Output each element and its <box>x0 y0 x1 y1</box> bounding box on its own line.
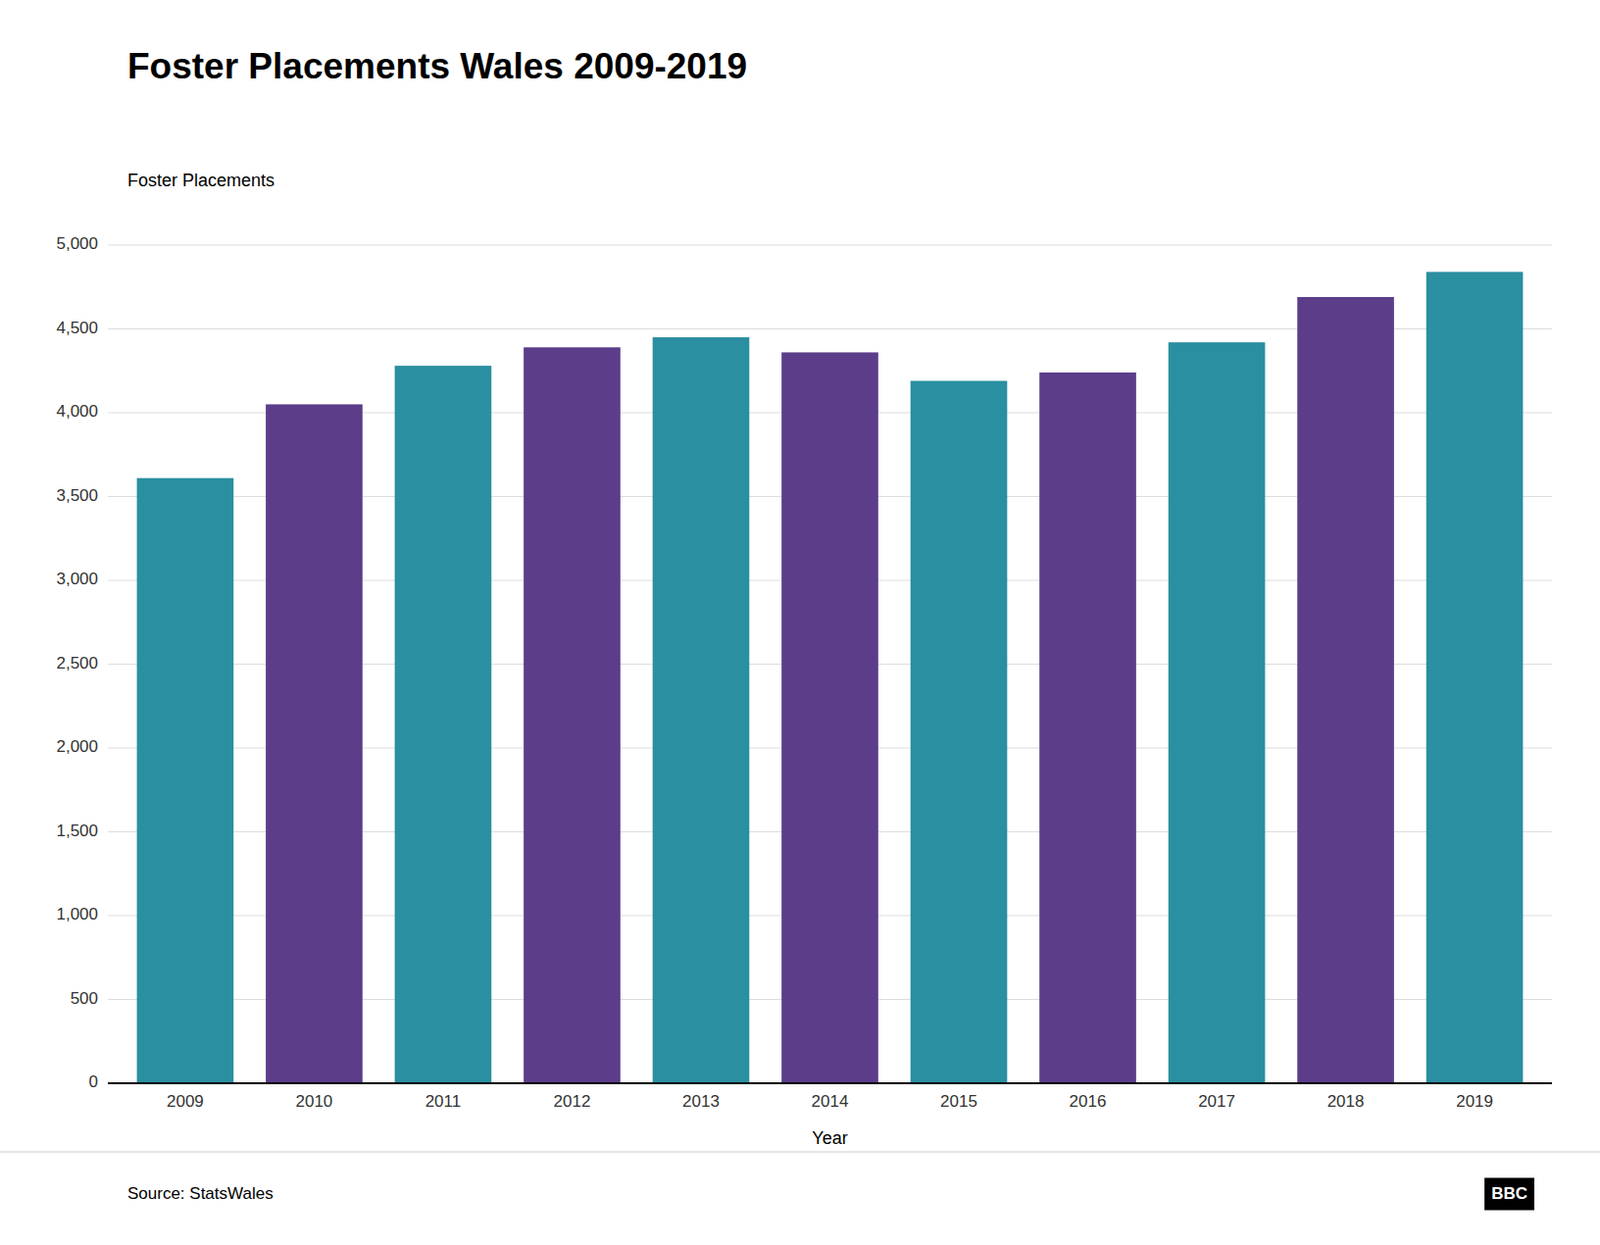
y-tick-label: 1,000 <box>55 904 99 924</box>
bar <box>1426 271 1524 1084</box>
y-tick-label: 500 <box>70 989 99 1008</box>
y-tick-label: 2,000 <box>55 737 99 756</box>
bar <box>1168 342 1266 1084</box>
x-tick-label: 2016 <box>1069 1092 1107 1111</box>
x-tick-label: 2009 <box>166 1092 204 1111</box>
x-tick-label: 2010 <box>296 1092 334 1111</box>
y-tick-label: 1,500 <box>55 821 99 841</box>
x-tick-label: 2014 <box>811 1092 850 1111</box>
separator <box>0 1151 1600 1153</box>
y-tick-label: 3,500 <box>55 486 99 505</box>
bars <box>137 271 1524 1084</box>
bar <box>395 365 493 1084</box>
chart-svg: 0 500 1,000 1,500 2,000 2,500 3,000 3,500 4,000 4… <box>0 0 1600 1245</box>
source-text: Source: StatsWales <box>127 1184 274 1203</box>
chart-container: 0 500 1,000 1,500 2,000 2,500 3,000 3,500 4,000 4… <box>0 0 1600 1245</box>
bar <box>137 478 235 1084</box>
grid-line <box>107 245 1552 247</box>
title: Foster Placements Wales 2009-2019 <box>127 46 748 87</box>
bar <box>652 337 750 1084</box>
bar <box>1297 297 1395 1084</box>
x-tick-label: 2019 <box>1455 1092 1494 1111</box>
y-tick-label: 0 <box>89 1072 99 1092</box>
bar <box>265 403 363 1084</box>
x-tick-label: 2013 <box>682 1092 720 1111</box>
x-axis-line <box>107 1082 1552 1085</box>
x-axis-label: Year <box>811 1128 848 1149</box>
bar <box>523 347 621 1084</box>
y-tick-label: 3,000 <box>55 569 99 589</box>
x-tick-label: 2015 <box>940 1092 978 1111</box>
y-tick-label: 4,500 <box>55 318 99 338</box>
logo-box <box>1484 1177 1535 1210</box>
grid <box>107 245 1552 1084</box>
x-tick-label: 2012 <box>553 1092 592 1111</box>
bar <box>1039 372 1137 1084</box>
x-tick-label: 2011 <box>425 1092 462 1111</box>
y-tick-label: 2,500 <box>55 653 99 673</box>
x-tick-label: 2017 <box>1198 1092 1236 1111</box>
grid-line <box>107 1083 1552 1085</box>
bar <box>910 381 1008 1084</box>
logo-text: BBC <box>1491 1184 1528 1203</box>
x-tick-label: 2018 <box>1327 1092 1365 1111</box>
y-axis-label: Foster Placements <box>127 170 275 191</box>
y-tick-label: 5,000 <box>55 234 99 253</box>
y-tick-label: 4,000 <box>55 401 99 421</box>
bar <box>781 351 879 1084</box>
